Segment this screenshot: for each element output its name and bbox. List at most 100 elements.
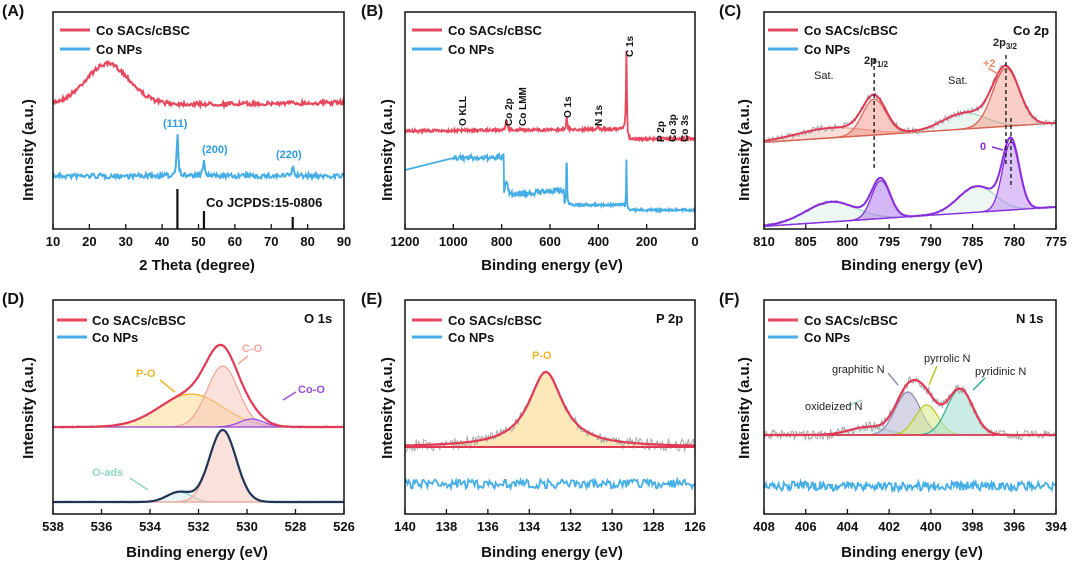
nps-line (763, 477, 1056, 494)
panel-a-series (52, 60, 346, 229)
oxidation-state-plus2: +2 (983, 58, 996, 70)
arrow-pyridinic (972, 377, 986, 391)
panel-d-legend: Co SACs/cBSC Co NPs (57, 313, 187, 345)
arrow-oxideized (847, 399, 863, 407)
reference-label: Co JCPDS:15-0806 (206, 195, 322, 210)
panel-e-corner-label: P 2p (656, 311, 683, 326)
component-label-co-o: Co-O (298, 384, 325, 396)
component-label-pyridinic-n: pyridinic N (975, 366, 1026, 378)
panel-e-frame (404, 299, 696, 515)
peak-label-220: (220) (276, 149, 302, 161)
arrow-zero (991, 146, 1004, 151)
panel-e-title: (E) (361, 291, 382, 308)
x-tick-label: 50 (191, 234, 205, 249)
x-tick-label: 136 (477, 519, 499, 534)
x-tick-label: 536 (91, 519, 113, 534)
x-tick-label: 200 (636, 234, 658, 249)
legend-label-nps: Co NPs (804, 42, 850, 57)
label-co-2p: Co 2p (504, 98, 515, 126)
x-tick-label: 394 (1045, 519, 1067, 534)
panel-b-line-sac (404, 50, 696, 143)
panel-c-ylabel: Intensity (a.u.) (736, 99, 753, 201)
x-tick-label: 90 (337, 234, 351, 249)
legend-label-sac: Co SACs/cBSC (448, 23, 543, 38)
panel-c-series (763, 55, 1056, 228)
panel-a-xticks: 10 20 30 40 50 60 70 80 90 (46, 224, 351, 249)
x-tick-label: 538 (42, 519, 64, 534)
x-tick-label: 534 (139, 519, 161, 534)
panel-f-title: (F) (719, 291, 739, 308)
arrow-plus2 (987, 67, 999, 75)
panel-a-title: (A) (2, 3, 24, 20)
x-tick-label: 140 (394, 519, 416, 534)
x-tick-label: 1200 (391, 234, 420, 249)
x-tick-label: 20 (82, 234, 96, 249)
x-tick-label: 126 (684, 519, 706, 534)
panel-a-frame (52, 11, 345, 230)
x-tick-label: 528 (285, 519, 307, 534)
panel-b-frame (404, 11, 696, 230)
peak-label-200: (200) (202, 144, 228, 156)
panel-c-title: (C) (719, 3, 741, 20)
x-tick-label: 60 (228, 234, 242, 249)
panel-e-xticks: 140 138 136 134 132 130 128 126 (394, 509, 706, 534)
x-tick-label: 785 (962, 234, 984, 249)
x-tick-label: 138 (436, 519, 458, 534)
panel-a-line-nps (52, 134, 345, 182)
peak-label-2p-half: 2p1/2 (864, 55, 889, 69)
panel-d-title: (D) (2, 291, 24, 308)
component-label-pyrrolic-n: pyrrolic N (924, 353, 971, 365)
component-label-o-ads: O-ads (92, 467, 123, 479)
panel-b: (B) Intensity (a.u.) Binding energy (eV)… (361, 3, 699, 274)
panel-d-series (52, 343, 345, 504)
x-tick-label: 0 (691, 234, 698, 249)
panel-f-series (763, 365, 1056, 494)
label-c-1s: C 1s (625, 35, 636, 57)
panel-d-xticks: 538 536 534 532 530 528 526 (42, 509, 355, 534)
legend-label-sac: Co SACs/cBSC (804, 23, 899, 38)
x-tick-label: 396 (1003, 519, 1025, 534)
panel-a-reference-bars (176, 189, 294, 229)
panel-e: (E) Intensity (a.u.) Binding energy (eV)… (361, 291, 706, 561)
x-tick-label: 132 (560, 519, 582, 534)
panel-b-line-nps (404, 152, 696, 215)
x-tick-label: 30 (119, 234, 133, 249)
panel-f-xticks: 408 406 404 402 400 398 396 394 (753, 509, 1068, 534)
x-tick-label: 600 (539, 234, 561, 249)
panel-c-corner-label: Co 2p (1013, 23, 1049, 38)
panel-f-legend: Co SACs/cBSC Co NPs (768, 313, 899, 345)
x-tick-label: 400 (920, 519, 942, 534)
legend-label-nps: Co NPs (96, 42, 142, 57)
x-tick-label: 406 (795, 519, 817, 534)
panel-b-title: (B) (361, 3, 383, 20)
panel-b-series (404, 50, 696, 215)
legend-label-nps: Co NPs (448, 42, 494, 57)
sat-label-right: Sat. (948, 75, 968, 87)
x-tick-label: 128 (643, 519, 665, 534)
panel-f: (F) Intensity (a.u.) Binding energy (eV)… (719, 291, 1068, 561)
x-tick-label: 780 (1003, 234, 1025, 249)
panel-a: (A) Intensity (a.u.) 2 Theta (degree) 10… (2, 3, 351, 274)
x-tick-label: 134 (518, 519, 540, 534)
x-tick-label: 790 (920, 234, 942, 249)
panel-e-legend: Co SACs/cBSC Co NPs (412, 313, 543, 345)
label-n-1s: N 1s (594, 104, 605, 126)
component-label-graphitic-n: graphitic N (832, 364, 885, 376)
panel-f-ylabel: Intensity (a.u.) (736, 357, 753, 459)
x-tick-label: 810 (753, 234, 775, 249)
label-p-2p: P 2p (656, 121, 667, 142)
label-co-3p: Co 3p (668, 114, 679, 142)
x-tick-label: 402 (878, 519, 900, 534)
fit-component (404, 371, 696, 448)
x-tick-label: 404 (837, 519, 859, 534)
legend-label-sac: Co SACs/cBSC (448, 313, 543, 328)
label-o-1s: O 1s (563, 96, 574, 118)
fit-envelope (763, 136, 1056, 227)
legend-label-sac: Co SACs/cBSC (96, 23, 191, 38)
panel-f-xlabel: Binding energy (eV) (841, 544, 983, 561)
component-label-c-o: C-O (242, 343, 263, 355)
panel-c-xticks: 810 805 800 795 790 785 780 775 (753, 224, 1067, 249)
panel-f-corner-label: N 1s (1016, 311, 1043, 326)
panel-d-xlabel: Binding energy (eV) (126, 544, 268, 561)
